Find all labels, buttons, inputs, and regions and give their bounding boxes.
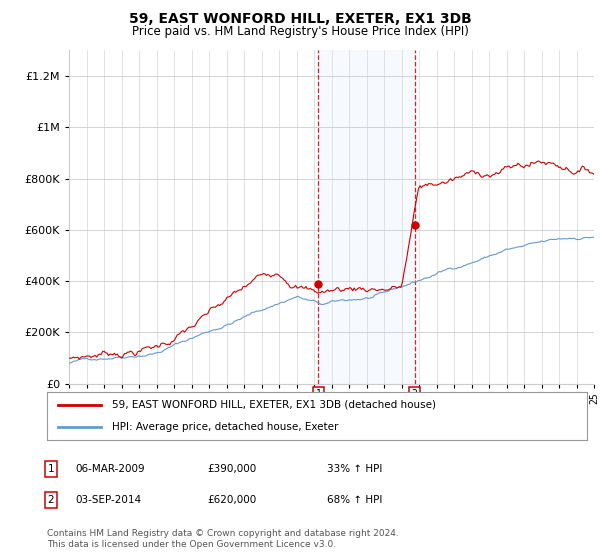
Text: 33% ↑ HPI: 33% ↑ HPI	[327, 464, 382, 474]
Text: 2: 2	[47, 495, 55, 505]
Text: Price paid vs. HM Land Registry's House Price Index (HPI): Price paid vs. HM Land Registry's House …	[131, 25, 469, 38]
Text: £390,000: £390,000	[207, 464, 256, 474]
Text: Contains HM Land Registry data © Crown copyright and database right 2024.
This d: Contains HM Land Registry data © Crown c…	[47, 529, 398, 549]
Text: HPI: Average price, detached house, Exeter: HPI: Average price, detached house, Exet…	[112, 422, 338, 432]
Text: 68% ↑ HPI: 68% ↑ HPI	[327, 495, 382, 505]
Bar	[319, 50, 415, 384]
Text: 06-MAR-2009: 06-MAR-2009	[75, 464, 145, 474]
Text: 1: 1	[47, 464, 55, 474]
Text: 59, EAST WONFORD HILL, EXETER, EX1 3DB (detached house): 59, EAST WONFORD HILL, EXETER, EX1 3DB (…	[112, 400, 436, 410]
Text: 1: 1	[316, 389, 322, 399]
Text: 03-SEP-2014: 03-SEP-2014	[75, 495, 141, 505]
Text: 59, EAST WONFORD HILL, EXETER, EX1 3DB: 59, EAST WONFORD HILL, EXETER, EX1 3DB	[128, 12, 472, 26]
Text: 2: 2	[412, 389, 418, 399]
Text: £620,000: £620,000	[207, 495, 256, 505]
